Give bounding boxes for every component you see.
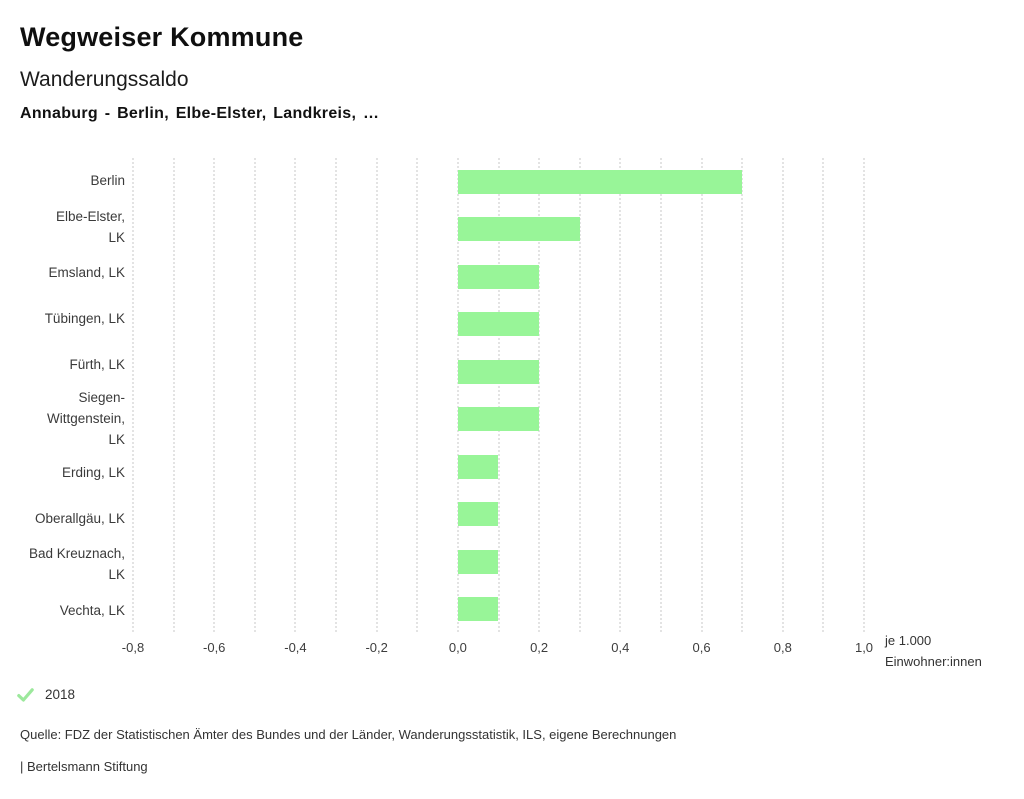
bar[interactable] [457,502,499,527]
category-label: Oberallgäu, LK [34,511,125,527]
category-label: Siegen- Wittgenstein, LK [46,389,125,447]
category-label: Vechta, LK [59,602,125,618]
gridline [416,158,418,633]
axis-unit-line1: je 1.000 [885,633,932,648]
gridline [863,158,865,633]
axis-unit-label: je 1.000 Einwohner:innen [885,630,982,672]
gridline [619,158,621,633]
x-tick-label: 0,2 [530,640,549,655]
gridline [822,158,824,633]
bar[interactable] [457,597,499,622]
gridline [782,158,784,633]
bar[interactable] [457,454,499,479]
axis-unit-line2: Einwohner:innen [885,654,982,669]
x-tick-label: 0,8 [773,640,792,655]
gridline [660,158,662,633]
x-axis: -0,8 -0,6 -0,4 -0,2 0,0 0,2 0,4 0,6 0,8 1,0 [122,640,873,656]
bar[interactable] [457,217,580,242]
x-tick-label: -0,6 [203,640,226,655]
legend-label: 2018 [45,687,76,702]
attribution-text: | Bertelsmann Stiftung [20,759,148,774]
gridline [213,158,215,633]
bar[interactable] [457,359,540,384]
gridline [701,158,703,633]
gridline [538,158,540,633]
gridline [335,158,337,633]
category-label: Elbe-Elster, LK [55,208,125,245]
plot-area [132,158,865,633]
category-label: Fürth, LK [69,356,125,372]
source-text: Quelle: FDZ der Statistischen Ämter des … [20,727,677,742]
gridline [254,158,256,633]
gridline [132,158,134,633]
x-tick-label: 0,4 [611,640,630,655]
filter-summary: Annaburg - Berlin, Elbe-Elster, Landkrei… [20,105,380,122]
bar[interactable] [457,549,499,574]
category-labels: Berlin Elbe-Elster, LK Emsland, LK Tübingen,… [0,158,125,633]
category-label: Emsland, LK [48,264,125,280]
category-label: Tübingen, LK [44,310,125,326]
gridline [741,158,743,633]
category-label: Berlin [90,173,125,189]
gridline [498,158,499,633]
bar[interactable] [457,312,540,337]
gridline [457,158,459,633]
gridline [294,158,296,633]
x-tick-label: 1,0 [854,640,874,655]
chart-title: Wanderungssaldo [20,68,189,91]
check-icon [17,687,34,702]
x-tick-label: 0,6 [692,640,711,655]
bar[interactable] [457,169,743,194]
bar[interactable] [457,264,540,289]
gridline [173,158,175,633]
x-tick-label: 0,0 [448,640,467,655]
category-label: Erding, LK [61,465,125,481]
x-tick-label: -0,2 [365,640,388,655]
legend-item-2018[interactable]: 2018 [17,687,75,702]
gridline [376,158,378,633]
bar[interactable] [457,407,540,432]
x-tick-label: -0,8 [121,640,145,655]
category-label: Bad Kreuznach, LK [28,546,125,583]
gridline [579,158,581,633]
x-tick-label: -0,4 [284,640,307,655]
app-title: Wegweiser Kommune [20,22,304,52]
